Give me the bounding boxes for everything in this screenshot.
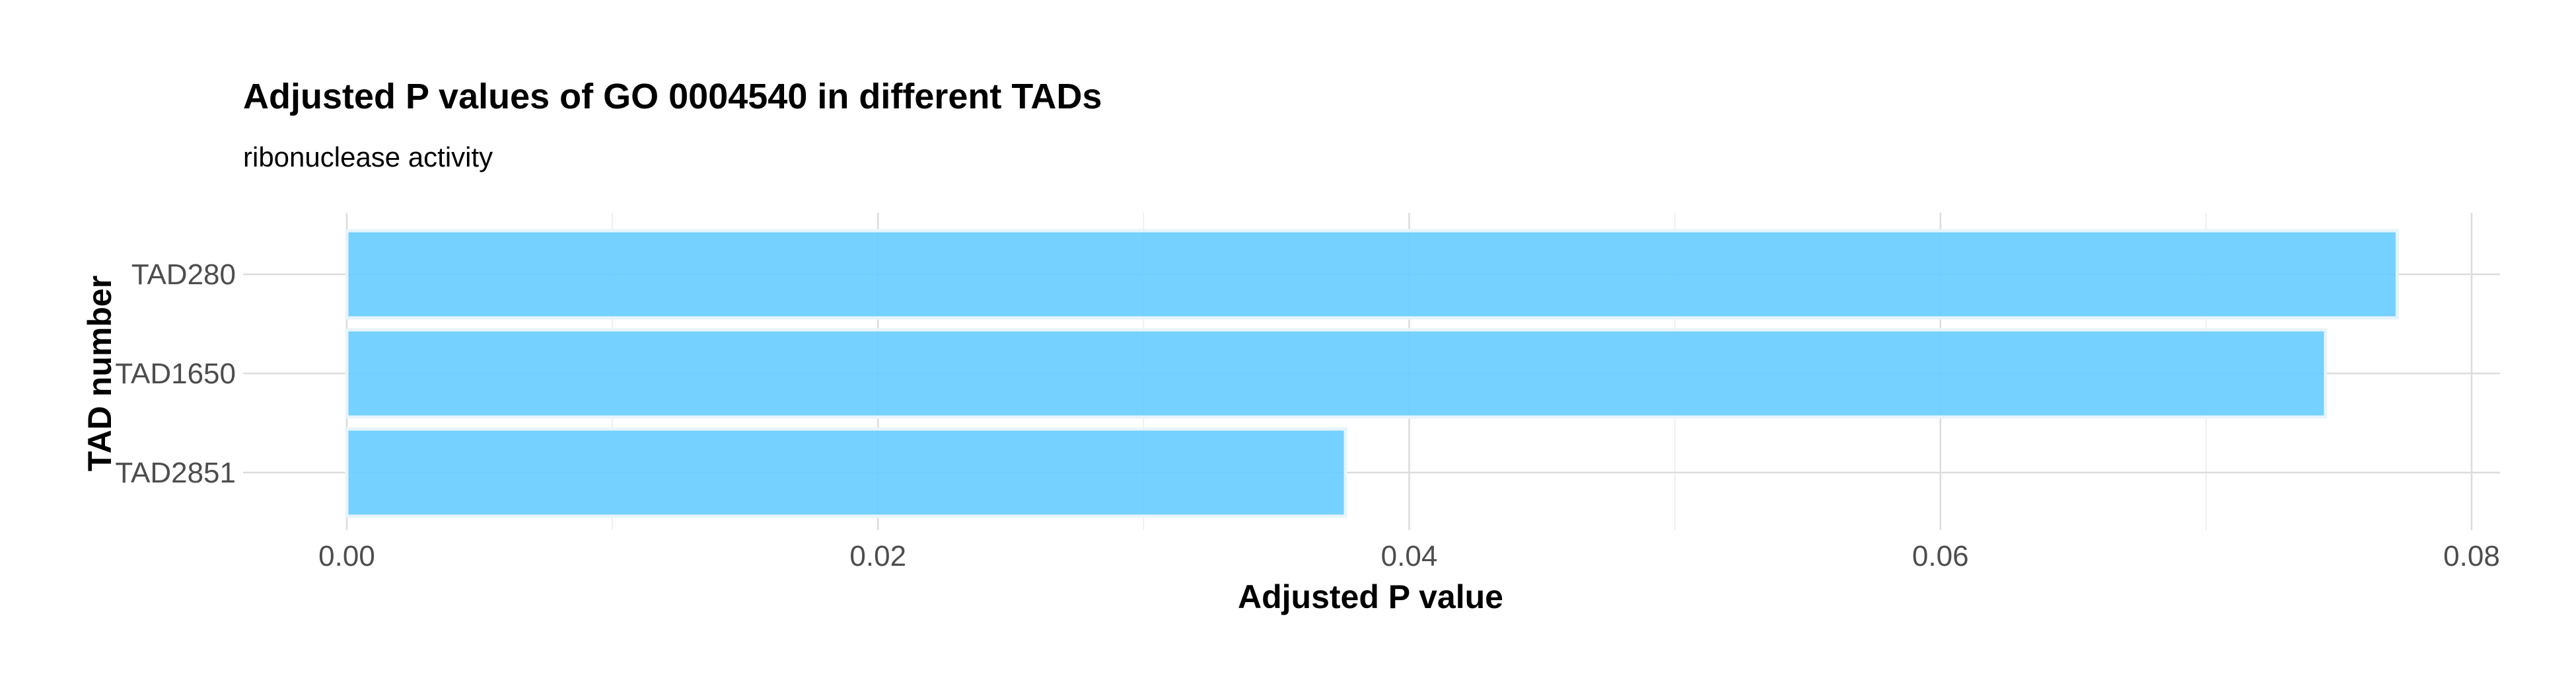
x-axis-ticks: 0.00 0.02 0.04 0.06 0.08 — [318, 540, 2500, 572]
y-tick-label: TAD280 — [131, 258, 236, 291]
y-tick-label: TAD2851 — [115, 457, 236, 489]
bar-tad1650 — [345, 328, 2328, 419]
bar-tad2851 — [345, 427, 1347, 518]
chart-subtitle: ribonuclease activity — [243, 141, 493, 173]
x-axis-title: Adjusted P value — [1238, 578, 1503, 615]
x-tick-label: 0.08 — [2443, 540, 2500, 572]
x-tick-label: 0.02 — [849, 540, 906, 572]
bar-tad280 — [345, 229, 2399, 320]
y-axis-title: TAD number — [81, 276, 118, 471]
x-tick-label: 0.06 — [1912, 540, 1969, 572]
y-tick-label: TAD1650 — [115, 358, 236, 390]
x-tick-label: 0.00 — [318, 540, 375, 572]
bars — [345, 229, 2399, 518]
chart-title: Adjusted P values of GO 0004540 in diffe… — [243, 77, 1102, 116]
y-axis-ticks: TAD280 TAD1650 TAD2851 — [115, 258, 236, 489]
x-tick-label: 0.04 — [1381, 540, 1438, 572]
